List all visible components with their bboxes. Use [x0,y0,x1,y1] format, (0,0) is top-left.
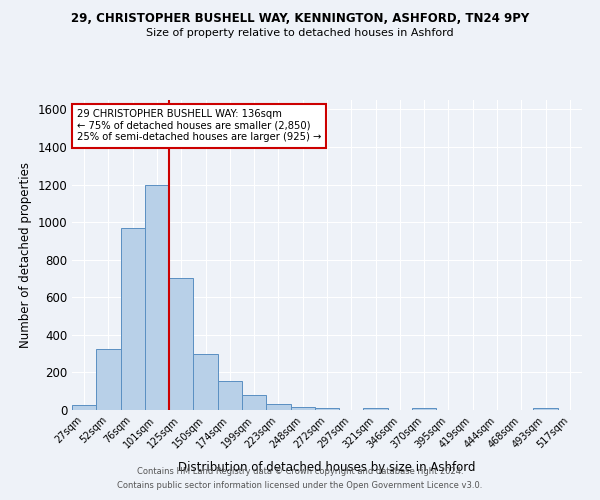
Bar [145,184,169,410]
Text: Size of property relative to detached houses in Ashford: Size of property relative to detached ho… [146,28,454,38]
Y-axis label: Number of detached properties: Number of detached properties [19,162,32,348]
Bar [266,404,290,410]
Bar [72,406,96,410]
Bar [193,354,218,410]
Text: Contains HM Land Registry data © Crown copyright and database right 2024.: Contains HM Land Registry data © Crown c… [137,467,463,476]
Bar [533,408,558,410]
Text: 29, CHRISTOPHER BUSHELL WAY, KENNINGTON, ASHFORD, TN24 9PY: 29, CHRISTOPHER BUSHELL WAY, KENNINGTON,… [71,12,529,26]
Bar [242,395,266,410]
Bar [290,406,315,410]
Bar [169,278,193,410]
Text: 29 CHRISTOPHER BUSHELL WAY: 136sqm
← 75% of detached houses are smaller (2,850)
: 29 CHRISTOPHER BUSHELL WAY: 136sqm ← 75%… [77,110,322,142]
Text: Contains public sector information licensed under the Open Government Licence v3: Contains public sector information licen… [118,481,482,490]
Bar [315,408,339,410]
Bar [364,408,388,410]
Bar [96,349,121,410]
X-axis label: Distribution of detached houses by size in Ashford: Distribution of detached houses by size … [178,461,476,474]
Bar [121,228,145,410]
Bar [412,408,436,410]
Bar [218,381,242,410]
